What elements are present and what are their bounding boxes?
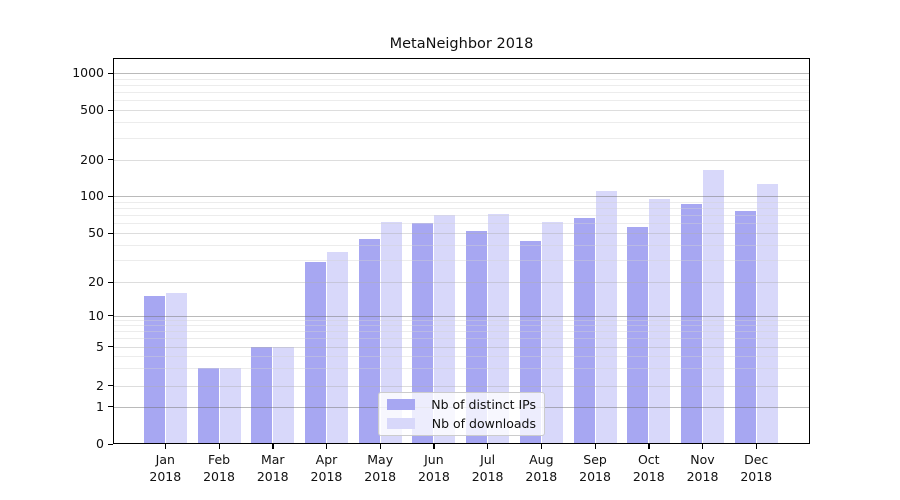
- bar-distinct-ips-dec: [734, 210, 756, 444]
- bar-distinct-ips-may: [358, 238, 380, 444]
- bar-distinct-ips-sep: [573, 218, 595, 444]
- gridline-y-400: [113, 122, 810, 124]
- y-axis-tick-label-5: 5: [96, 338, 104, 354]
- bar-distinct-ips-feb: [197, 368, 219, 444]
- y-axis-tick-label-1: 1: [96, 398, 104, 414]
- gridline-y-6: [113, 338, 810, 340]
- plot-area: [113, 58, 810, 444]
- x-tick-mark-jan: [164, 444, 167, 449]
- bar-downloads-apr: [326, 252, 348, 444]
- gridline-y-30: [113, 260, 810, 262]
- gridline-y-80: [113, 207, 810, 209]
- x-tick-mark-may: [379, 444, 381, 449]
- legend-item-downloads: Nb of downloads: [387, 416, 536, 432]
- bar-downloads-mar: [273, 346, 295, 444]
- gridline-y-20: [113, 282, 810, 283]
- bar-distinct-ips-mar: [251, 346, 273, 444]
- bar-downloads-jan: [165, 292, 187, 444]
- bar-distinct-ips-jun: [412, 223, 434, 444]
- gridline-y-1000: [113, 73, 810, 74]
- gridline-y-5: [113, 346, 810, 348]
- x-axis-tick-label-nov: Nov 2018: [686, 452, 719, 484]
- x-tick-mark-jun: [433, 444, 435, 449]
- y-axis-tick-label-2: 2: [96, 377, 104, 393]
- grid-layer: [113, 58, 810, 444]
- bar-downloads-jul: [488, 213, 510, 444]
- y-axis-tick-label-100: 100: [80, 188, 104, 203]
- x-axis-tick-label-dec: Dec 2018: [740, 452, 773, 484]
- y-axis-tick-label-20: 20: [88, 274, 104, 289]
- gridline-y-90: [113, 201, 810, 203]
- y-axis-tick-label-1000: 1000: [72, 65, 104, 80]
- legend: Nb of distinct IPs Nb of downloads: [378, 392, 545, 436]
- bar-downloads-feb: [219, 368, 241, 444]
- bar-distinct-ips-oct: [627, 226, 649, 444]
- x-tick-mark-feb: [218, 444, 220, 449]
- legend-item-distinct-ips: Nb of distinct IPs: [387, 397, 536, 413]
- legend-label-downloads: Nb of downloads: [431, 416, 536, 431]
- gridline-y-9: [113, 320, 810, 322]
- x-axis-tick-label-jun: Jun 2018: [417, 452, 450, 484]
- gridline-y-900: [113, 78, 810, 80]
- legend-label-distinct-ips: Nb of distinct IPs: [431, 397, 536, 412]
- gridline-y-800: [113, 84, 810, 86]
- legend-swatch-downloads: [387, 418, 415, 429]
- bar-downloads-aug: [541, 221, 563, 444]
- x-axis-tick-label-jul: Jul 2018: [471, 452, 504, 484]
- x-axis-tick-label-oct: Oct 2018: [632, 452, 665, 484]
- y-axis-tick-label-200: 200: [80, 151, 104, 167]
- x-axis-tick-label-jan: Jan 2018: [149, 452, 182, 484]
- bar-downloads-jun: [434, 215, 456, 444]
- gridline-y-50: [113, 233, 810, 234]
- x-axis-tick-label-apr: Apr 2018: [310, 452, 343, 484]
- y-axis-tick-label-0: 0: [96, 436, 104, 451]
- chart-title: MetaNeighbor 2018: [389, 36, 534, 52]
- bar-distinct-ips-apr: [304, 262, 326, 444]
- gridline-y-7: [113, 331, 810, 333]
- gridline-y-300: [113, 137, 810, 139]
- gridline-y-4: [113, 355, 810, 357]
- gridline-y-200: [113, 159, 810, 161]
- gridline-y-2: [113, 385, 810, 387]
- bar-downloads-sep: [595, 190, 617, 444]
- bar-downloads-oct: [649, 199, 671, 444]
- bar-distinct-ips-jan: [143, 295, 165, 444]
- legend-swatch-distinct-ips: [387, 399, 415, 410]
- x-tick-mark-apr: [325, 444, 328, 449]
- x-axis-tick-label-aug: Aug 2018: [525, 452, 558, 484]
- y-axis-tick-label-50: 50: [88, 225, 104, 240]
- bar-downloads-dec: [756, 184, 778, 444]
- y-axis-tick-label-10: 10: [88, 307, 104, 323]
- gridline-y-700: [113, 92, 810, 94]
- x-axis-tick-label-sep: Sep 2018: [579, 452, 611, 484]
- bar-distinct-ips-nov: [681, 204, 702, 444]
- x-tick-mark-jul: [487, 444, 489, 449]
- x-tick-mark-sep: [594, 444, 596, 449]
- x-tick-mark-nov: [702, 444, 704, 449]
- gridline-y-600: [113, 100, 810, 102]
- x-tick-mark-aug: [540, 444, 543, 449]
- x-tick-mark-oct: [648, 444, 650, 449]
- y-axis-tick-label-500: 500: [80, 102, 104, 117]
- x-axis-tick-label-feb: Feb 2018: [203, 452, 235, 484]
- gridline-y-8: [113, 325, 810, 327]
- x-tick-mark-dec: [755, 444, 758, 449]
- gridline-y-40: [113, 244, 810, 246]
- gridline-y-100: [113, 196, 810, 197]
- x-axis-tick-label-mar: Mar 2018: [256, 452, 289, 484]
- gridline-y-500: [113, 110, 810, 111]
- gridline-y-60: [113, 223, 810, 225]
- x-axis-tick-label-may: May 2018: [364, 452, 397, 484]
- bar-downloads-nov: [703, 170, 724, 444]
- bar-downloads-may: [380, 221, 402, 444]
- gridline-y-10: [113, 315, 810, 317]
- gridline-y-70: [113, 215, 810, 217]
- gridline-y-3: [113, 368, 810, 370]
- x-tick-mark-mar: [272, 444, 274, 449]
- bar-distinct-ips-jul: [466, 230, 488, 444]
